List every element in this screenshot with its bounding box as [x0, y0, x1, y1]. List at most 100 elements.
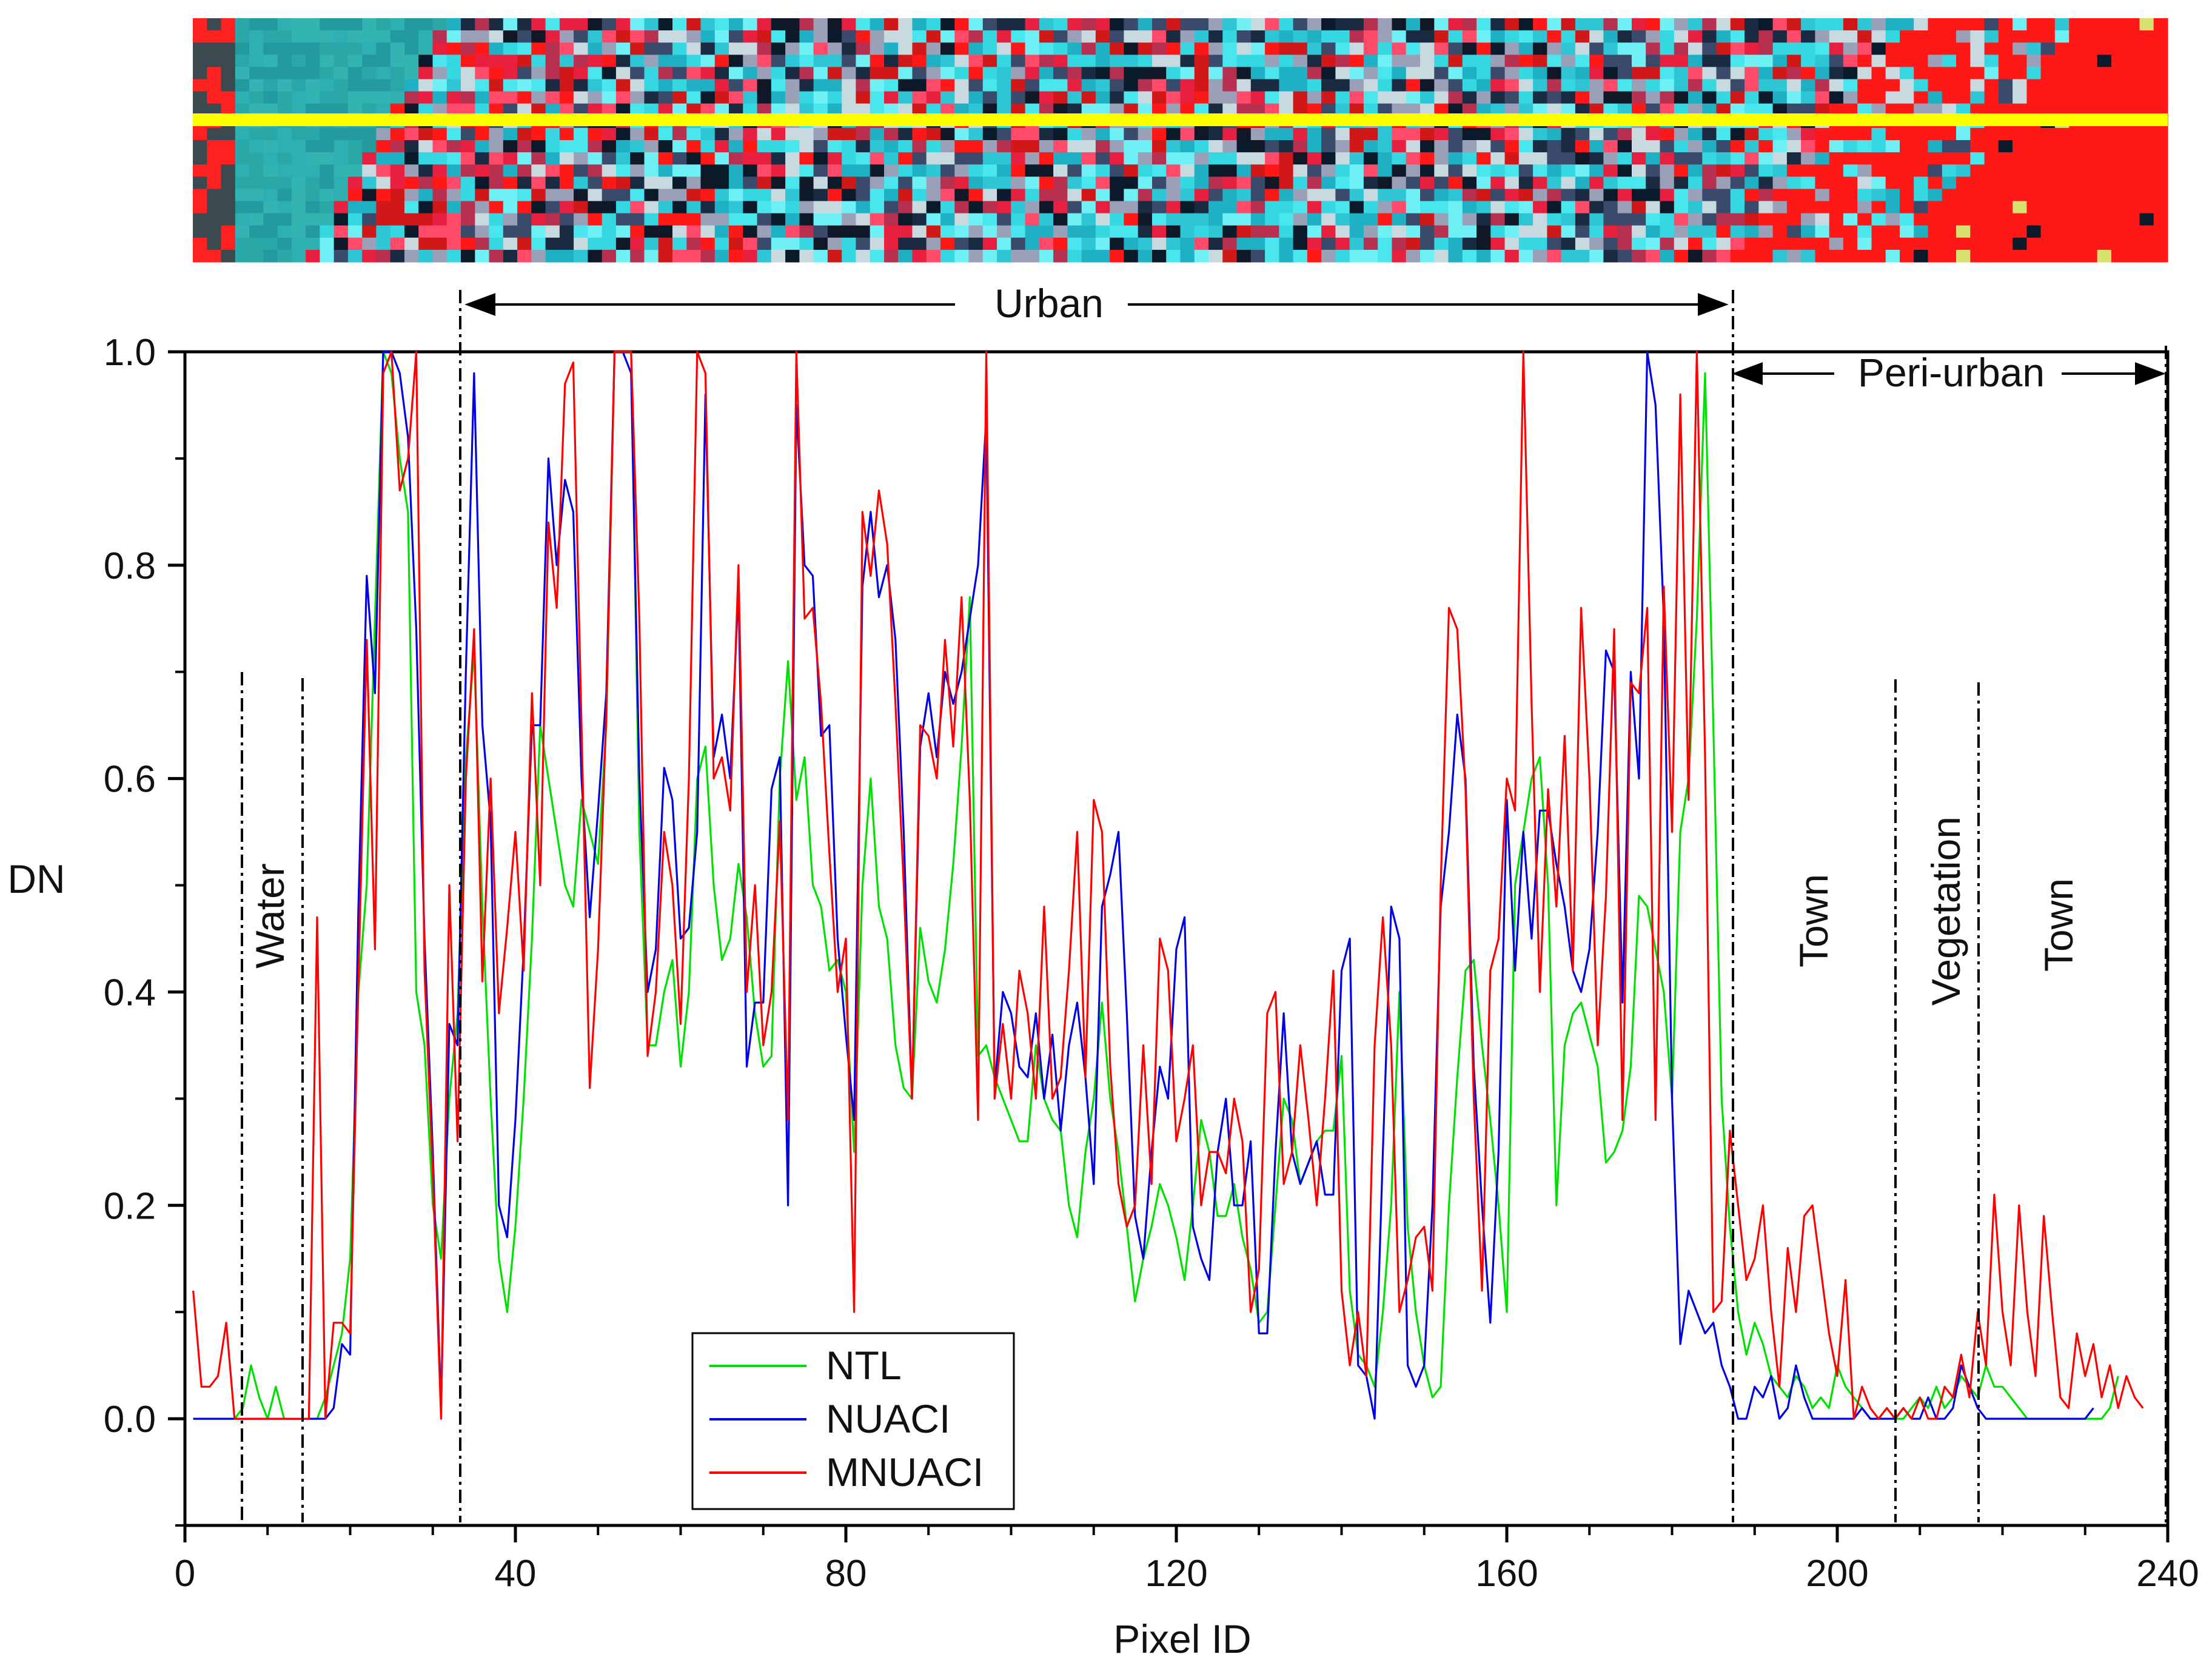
strip-pixel [1660, 18, 1675, 31]
strip-pixel [842, 164, 857, 177]
strip-pixel [1378, 18, 1393, 31]
strip-pixel [1589, 152, 1604, 165]
strip-pixel [729, 42, 743, 55]
strip-pixel [1660, 30, 1675, 43]
strip-pixel [1279, 152, 1294, 165]
strip-pixel [404, 79, 419, 92]
strip-pixel [856, 152, 871, 165]
strip-pixel [1194, 127, 1209, 141]
strip-pixel [1984, 79, 1999, 92]
strip-pixel [2013, 201, 2027, 214]
strip-pixel [856, 237, 871, 250]
strip-pixel [1434, 127, 1449, 141]
strip-pixel [588, 152, 603, 165]
strip-pixel [333, 103, 349, 116]
strip-pixel [1758, 177, 1774, 189]
strip-pixel [1363, 103, 1378, 116]
strip-pixel [1504, 91, 1520, 104]
strip-pixel [1349, 127, 1364, 141]
strip-pixel [700, 140, 716, 153]
strip-pixel [1138, 127, 1153, 141]
strip-pixel [757, 213, 772, 226]
strip-pixel [263, 79, 278, 92]
strip-pixel [1702, 42, 1717, 55]
strip-pixel [1448, 152, 1463, 165]
strip-pixel [1095, 30, 1110, 43]
strip-pixel [320, 164, 335, 177]
strip-pixel [1575, 213, 1590, 226]
strip-pixel [503, 127, 518, 141]
strip-pixel [320, 201, 335, 214]
strip-pixel [1533, 91, 1547, 104]
strip-pixel [362, 249, 377, 263]
strip-pixel [1363, 189, 1378, 202]
strip-pixel [1702, 18, 1717, 31]
strip-pixel [1956, 55, 1971, 67]
strip-pixel [1744, 164, 1759, 177]
strip-pixel [2054, 55, 2070, 67]
strip-pixel [1067, 30, 1082, 43]
strip-pixel [489, 177, 504, 189]
strip-pixel [1688, 237, 1703, 250]
strip-pixel [968, 152, 984, 165]
strip-pixel [390, 103, 405, 116]
strip-pixel [1067, 55, 1082, 67]
strip-pixel [1801, 201, 1815, 214]
strip-pixel [418, 103, 434, 116]
strip-pixel [615, 189, 631, 202]
strip-pixel [1138, 18, 1153, 31]
strip-pixel [1970, 67, 1985, 80]
strip-pixel [1561, 201, 1576, 214]
strip-pixel [1786, 91, 1801, 104]
strip-pixel [884, 177, 899, 189]
strip-pixel [827, 201, 842, 214]
strip-pixel [347, 140, 363, 153]
strip-pixel [588, 42, 603, 55]
strip-pixel [1490, 189, 1506, 202]
strip-pixel [940, 249, 955, 263]
strip-pixel [630, 225, 645, 238]
strip-pixel [1998, 18, 2013, 31]
strip-pixel [461, 213, 475, 226]
strip-pixel [2054, 237, 2070, 250]
strip-pixel [997, 30, 1011, 43]
strip-pixel [615, 127, 631, 141]
strip-pixel [333, 177, 349, 189]
strip-pixel [1025, 79, 1040, 92]
strip-pixel [1265, 164, 1279, 177]
strip-pixel [2125, 164, 2140, 177]
strip-pixel [1561, 67, 1576, 80]
strip-pixel [193, 249, 207, 263]
strip-pixel [827, 30, 842, 43]
strip-pixel [856, 30, 871, 43]
strip-pixel [1208, 30, 1223, 43]
strip-pixel [898, 152, 913, 165]
strip-pixel [615, 225, 631, 238]
strip-pixel [813, 127, 828, 141]
strip-pixel [968, 30, 984, 43]
strip-pixel [517, 91, 532, 104]
strip-pixel [997, 189, 1011, 202]
strip-pixel [2040, 91, 2056, 104]
strip-pixel [644, 249, 659, 263]
strip-pixel [757, 201, 772, 214]
strip-pixel [545, 237, 560, 250]
strip-pixel [362, 79, 377, 92]
strip-pixel [1039, 30, 1054, 43]
strip-pixel [771, 164, 786, 177]
strip-pixel [1124, 18, 1139, 31]
strip-pixel [1335, 237, 1350, 250]
strip-pixel [559, 225, 574, 238]
strip-pixel [249, 79, 264, 92]
strip-pixel [1885, 189, 1900, 202]
strip-pixel [1250, 249, 1265, 263]
strip-pixel [1250, 201, 1265, 214]
strip-pixel [785, 18, 800, 31]
strip-pixel [870, 152, 885, 165]
strip-pixel [2153, 213, 2168, 226]
strip-pixel [1250, 55, 1265, 67]
strip-pixel [503, 177, 518, 189]
strip-pixel [574, 103, 588, 116]
strip-pixel [2125, 189, 2140, 202]
strip-pixel [1660, 213, 1675, 226]
